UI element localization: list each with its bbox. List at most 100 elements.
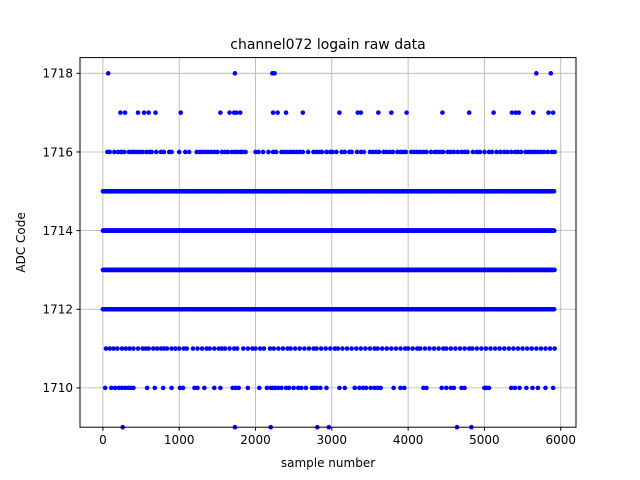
data-point	[363, 385, 369, 391]
data-point	[146, 346, 151, 351]
data-point	[340, 346, 345, 351]
data-point	[115, 346, 120, 351]
data-point	[474, 346, 480, 351]
data-point	[516, 110, 522, 115]
data-point	[368, 385, 374, 391]
data-point	[298, 385, 304, 391]
y-tick-label: 1712	[42, 303, 73, 317]
data-point	[122, 110, 128, 115]
data-point	[376, 149, 382, 155]
data-point	[154, 149, 159, 155]
data-point	[160, 385, 166, 391]
x-axis-label: sample number	[281, 456, 375, 470]
data-point	[356, 385, 362, 391]
y-tick-label: 1714	[42, 224, 73, 238]
data-point	[483, 346, 489, 351]
data-point	[178, 110, 184, 115]
data-point	[245, 346, 251, 351]
data-point	[108, 385, 114, 391]
data-point	[422, 346, 428, 351]
data-point	[140, 149, 145, 155]
data-point	[384, 346, 390, 351]
data-point	[451, 385, 457, 391]
data-point	[506, 346, 512, 351]
data-point	[492, 346, 498, 351]
data-point	[227, 346, 232, 351]
data-point	[202, 385, 207, 391]
data-point	[424, 385, 429, 391]
data-point	[105, 71, 111, 76]
data-point	[154, 346, 160, 351]
data-point	[403, 149, 409, 155]
data-point	[436, 346, 441, 351]
data-point	[112, 385, 118, 391]
data-point	[517, 385, 522, 391]
data-point	[112, 149, 117, 155]
data-point	[448, 346, 454, 351]
data-point	[482, 149, 487, 155]
data-point	[183, 149, 188, 155]
data-point	[349, 346, 354, 351]
data-point	[337, 110, 342, 115]
data-point	[337, 385, 342, 391]
data-point	[270, 110, 276, 115]
axis-ticks: 0 1000 2000 3000 4000 5000 6000 1710 1712 1714 171…	[42, 67, 576, 448]
data-point	[428, 149, 434, 155]
data-point	[288, 346, 293, 351]
data-point	[199, 346, 205, 351]
data-point	[550, 110, 556, 115]
data-point	[545, 149, 551, 155]
data-point	[330, 149, 335, 155]
data-point	[389, 110, 394, 115]
data-point	[354, 149, 360, 155]
data-point	[389, 346, 394, 351]
data-point	[501, 346, 507, 351]
data-point	[271, 346, 277, 351]
data-point	[135, 346, 141, 351]
data-point	[232, 71, 238, 76]
data-point	[551, 188, 557, 194]
data-point	[218, 385, 223, 391]
data-point	[440, 110, 445, 115]
data-point	[184, 346, 190, 351]
data-point	[324, 385, 329, 391]
data-point	[212, 346, 217, 351]
data-point	[257, 346, 263, 351]
data-point	[212, 385, 217, 391]
data-point	[418, 346, 423, 351]
data-point	[334, 149, 339, 155]
data-point	[358, 346, 364, 351]
data-point	[107, 346, 113, 351]
data-point	[546, 110, 551, 115]
data-point	[121, 149, 127, 155]
data-point	[541, 149, 547, 155]
data-point	[280, 346, 286, 351]
x-tick-label: 2000	[240, 433, 271, 447]
data-point	[267, 346, 273, 351]
data-point	[457, 346, 463, 351]
data-point	[529, 346, 535, 351]
data-point	[111, 346, 116, 351]
data-point	[405, 346, 411, 351]
data-point	[352, 385, 358, 391]
data-point	[243, 149, 248, 155]
data-point	[361, 149, 367, 155]
data-point	[195, 346, 200, 351]
data-point	[552, 267, 557, 273]
data-point	[410, 346, 416, 351]
data-point	[266, 149, 271, 155]
data-point	[453, 346, 458, 351]
data-point	[548, 71, 554, 76]
data-point	[283, 110, 289, 115]
data-point	[367, 346, 373, 351]
data-point	[305, 149, 311, 155]
data-point	[292, 346, 298, 351]
data-point	[264, 385, 270, 391]
data-point	[131, 346, 136, 351]
data-point	[551, 306, 557, 312]
data-point	[543, 385, 548, 391]
data-point	[534, 71, 539, 76]
data-point	[431, 346, 437, 351]
data-point	[488, 346, 493, 351]
